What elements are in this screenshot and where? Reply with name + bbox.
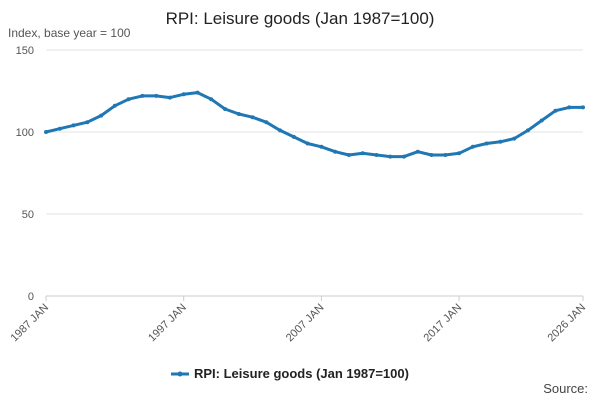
data-point[interactable]	[236, 112, 241, 116]
x-tick-label: 2017 JAN	[422, 302, 465, 345]
data-point[interactable]	[512, 136, 517, 141]
x-tick-labels: 1987 JAN 1997 JAN 2007 JAN 2017 JAN 2026 JAN	[8, 296, 588, 344]
legend-marker	[177, 371, 183, 377]
data-point[interactable]	[44, 130, 48, 134]
data-point[interactable]	[264, 120, 269, 125]
data-point[interactable]	[553, 108, 558, 113]
data-point[interactable]	[484, 141, 489, 146]
data-point[interactable]	[457, 151, 462, 156]
data-point[interactable]	[181, 92, 186, 97]
data-point[interactable]	[112, 103, 117, 108]
gridlines	[46, 49, 583, 297]
series-line	[44, 91, 585, 159]
data-point[interactable]	[305, 141, 310, 146]
data-point[interactable]	[126, 97, 131, 102]
data-point[interactable]	[167, 95, 172, 100]
data-point[interactable]	[99, 113, 104, 118]
x-tick-label: 1987 JAN	[8, 302, 51, 345]
data-point[interactable]	[429, 153, 434, 157]
data-point[interactable]	[388, 154, 393, 159]
data-point[interactable]	[470, 144, 475, 149]
data-point[interactable]	[140, 93, 145, 98]
data-point[interactable]	[346, 153, 351, 157]
series-lines	[44, 90, 585, 159]
y-tick-label: 50	[22, 209, 34, 221]
data-point[interactable]	[250, 115, 255, 120]
data-point[interactable]	[319, 144, 324, 149]
data-point[interactable]	[57, 126, 62, 131]
data-point[interactable]	[415, 149, 420, 154]
data-point[interactable]	[443, 153, 448, 157]
y-tick-labels: 0 50 100 150	[16, 45, 34, 303]
data-point[interactable]	[195, 90, 200, 95]
data-point[interactable]	[85, 120, 90, 125]
data-point[interactable]	[525, 128, 530, 133]
data-point[interactable]	[374, 153, 379, 157]
data-point[interactable]	[539, 118, 544, 123]
y-tick-label: 0	[28, 291, 34, 303]
data-point[interactable]	[333, 149, 338, 154]
legend[interactable]: RPI: Leisure goods (Jan 1987=100)	[171, 366, 409, 381]
chart-title: RPI: Leisure goods (Jan 1987=100)	[166, 9, 435, 28]
y-tick-label: 100	[16, 127, 34, 139]
data-point[interactable]	[278, 128, 283, 133]
data-point[interactable]	[360, 151, 365, 156]
data-point[interactable]	[498, 139, 503, 144]
data-point[interactable]	[209, 97, 214, 102]
legend-label: RPI: Leisure goods (Jan 1987=100)	[194, 366, 409, 381]
x-tick-label: 2026 JAN	[545, 302, 588, 345]
data-point[interactable]	[223, 107, 227, 111]
data-point[interactable]	[581, 105, 585, 110]
data-point[interactable]	[291, 134, 296, 139]
data-point[interactable]	[71, 123, 76, 128]
y-tick-label: 150	[16, 45, 34, 57]
data-point[interactable]	[567, 105, 572, 110]
data-point[interactable]	[402, 154, 406, 159]
x-tick-label: 1997 JAN	[146, 302, 189, 345]
source-label: Source:	[543, 381, 588, 396]
x-tick-label: 2007 JAN	[284, 302, 327, 345]
data-point[interactable]	[154, 93, 159, 98]
y-axis-label: Index, base year = 100	[8, 26, 131, 40]
